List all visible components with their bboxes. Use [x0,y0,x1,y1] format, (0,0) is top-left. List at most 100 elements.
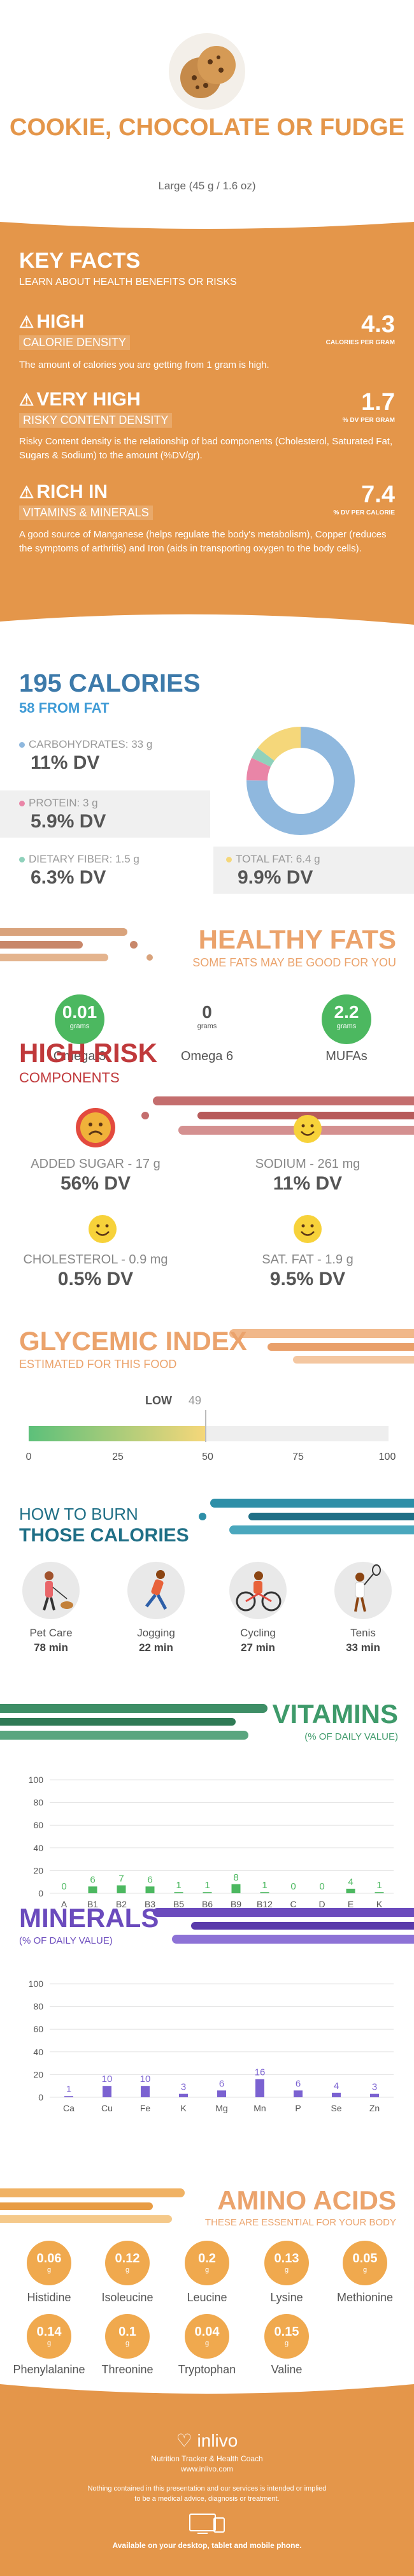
minerals-chart-bar [294,2090,303,2097]
vitamins-chart-category-label: D [318,1899,325,1909]
wave-divider [0,210,414,229]
minerals-chart-category-label: Fe [140,2103,151,2113]
vitamins-chart-bar [88,1886,97,1893]
omega6-label: Omega 6 [180,1049,234,1063]
vitamins-chart-value-label: 7 [118,1874,124,1884]
jogging-time: 22 min [139,1641,173,1654]
macros-donut-chart [246,727,355,835]
pet-care-label: Pet Care [29,1627,73,1639]
lysine-label: Lysine [270,2291,303,2304]
tryptophan-circle: 0.04 g [185,2314,229,2359]
risky-density-level: ⚠ VERY HIGH [19,389,141,410]
footer-disclaimer-2: to be a medical advice, diagnosis or tre… [134,2495,280,2503]
cholesterol-dv: 0.5% DV [57,1269,134,1290]
calorie-density-label: CALORIE DENSITY [19,335,131,350]
amino-title: AMINO ACIDS [217,2185,396,2215]
cholesterol-label: CHOLESTEROL - 0.9 mg [23,1253,168,1267]
cycling-icon [229,1562,287,1619]
histidine-label: Histidine [27,2291,71,2304]
minerals-chart-ytick: 80 [33,2002,43,2012]
sodium-label: SODIUM - 261 mg [255,1157,360,1171]
fiber-dot [19,857,25,863]
glycemic-fill [29,1426,205,1441]
footer-brand: ♡ inlivo [176,2431,238,2450]
wave-divider [0,2378,414,2394]
pet-care-icon [22,1562,80,1619]
added-sugar-label: ADDED SUGAR - 17 g [31,1157,161,1171]
glycemic-subtitle: ESTIMATED FOR THIS FOOD [19,1358,177,1371]
minerals-title: MINERALS [19,1903,159,1933]
vitamins-chart-bar [174,1892,183,1893]
vitamins-desc: A good source of Manganese (helps regula… [19,529,387,554]
minerals-chart-value-label: 10 [102,2074,113,2085]
glycemic-level: LOW [145,1394,172,1407]
omega3-circle: 0.01 grams [55,994,104,1044]
tennis-label: Tenis [350,1627,376,1639]
footer-available: Available on your desktop, tablet and mo… [112,2541,302,2550]
minerals-chart-bar [255,2079,264,2097]
calories-title: 195 CALORIES [19,669,201,697]
vitamins-chart-ytick: 60 [33,1820,43,1830]
gi-tick: 0 [25,1452,32,1462]
stripes-decoration [0,2188,185,2223]
footer-url[interactable]: www.inlivo.com [180,2464,234,2473]
donut-slice-carbs [246,727,355,835]
vitamins-chart-bar [145,1886,155,1893]
vitamins-bar-chart: 0 20 40 60 80 100 0 A 6 B1 7 B2 6 B3 1 B5 1 B6 8 B9 1 B12 0 C 0 D… [29,1775,394,1909]
vitamins-chart-value-label: 1 [204,1880,210,1891]
cookie-image [169,33,245,110]
protein-band [0,790,210,838]
header: COOKIE, CHOCOLATE OR FUDGE Large (45 g /… [0,0,414,210]
fat-dv: 9.9% DV [238,867,313,888]
vitamins-chart-bar [231,1884,241,1893]
vitamins-chart-value-label: 6 [90,1874,95,1885]
fiber-label: DIETARY FIBER: 1.5 g [19,853,139,866]
cycling-label: Cycling [240,1627,276,1639]
methionine-label: Methionine [336,2291,394,2304]
vitamins-chart-value-label: 1 [262,1880,267,1891]
vitamins-chart-bar [203,1892,212,1893]
calorie-density-desc: The amount of calories you are getting f… [19,360,269,370]
omega3-label: Omega 3 [53,1049,106,1063]
vitamins-subtitle: (% OF DAILY VALUE) [304,1731,398,1742]
stripes-decoration [229,1329,414,1364]
minerals-chart-value-label: 1 [66,2084,71,2095]
vitamins-chart-category-label: B12 [257,1899,273,1909]
tennis-time: 33 min [346,1641,380,1654]
sat-fat-dv: 9.5% DV [269,1269,346,1290]
vitamins-chart-category-label: B6 [202,1899,213,1909]
vitamins-chart-value-label: 4 [348,1877,353,1888]
vitamins-chart-value-label: 0 [319,1881,324,1892]
heart-logo-icon: ♡ [176,2431,192,2450]
minerals-chart-value-label: 3 [181,2082,186,2093]
vitamins-chart-bar [346,1888,355,1893]
vitamins-chart-category-label: K [376,1899,383,1909]
minerals-chart-category-label: Mn [253,2103,266,2113]
amino-subtitle: THESE ARE ESSENTIAL FOR YOUR BODY [204,2217,396,2228]
minerals-bar-chart: 0 20 40 60 80 100 1 Ca 10 Cu 10 Fe 3 K 6 Mg 16 Mn 6 P 4 Se 3 Zn [29,1979,394,2113]
calories-from-fat: 58 FROM FAT [19,700,110,716]
methionine-circle: 0.05 g [343,2241,387,2285]
mufa-label: MUFAs [325,1049,368,1063]
burn-title-line2: THOSE CALORIES [19,1525,189,1546]
donut-slice-protein [246,757,271,781]
stripes-decoration [0,928,153,961]
histidine-circle: 0.06 g [27,2241,71,2285]
vitamins-value: 7.4 [361,481,395,508]
phenylalanine-circle: 0.14 g [27,2314,71,2359]
minerals-chart-category-label: Se [331,2103,341,2113]
carbs-dv: 11% DV [31,752,100,773]
key-facts-title: KEY FACTS [19,249,141,273]
threonine-circle: 0.1 g [105,2314,150,2359]
minerals-subtitle: (% OF DAILY VALUE) [19,1935,113,1946]
vitamins-title: VITAMINS [272,1699,398,1729]
minerals-chart-bar [141,2086,150,2097]
gi-tick: 25 [112,1452,124,1462]
risky-density-value: 1.7 [361,389,395,416]
glycemic-title: GLYCEMIC INDEX [19,1326,247,1356]
high-risk-subtitle: COMPONENTS [19,1070,120,1086]
sodium-dv: 11% DV [273,1173,343,1194]
minerals-chart-ytick: 0 [38,2092,43,2102]
minerals-chart-bar [64,2096,73,2097]
minerals-chart-ytick: 100 [29,1979,44,1989]
